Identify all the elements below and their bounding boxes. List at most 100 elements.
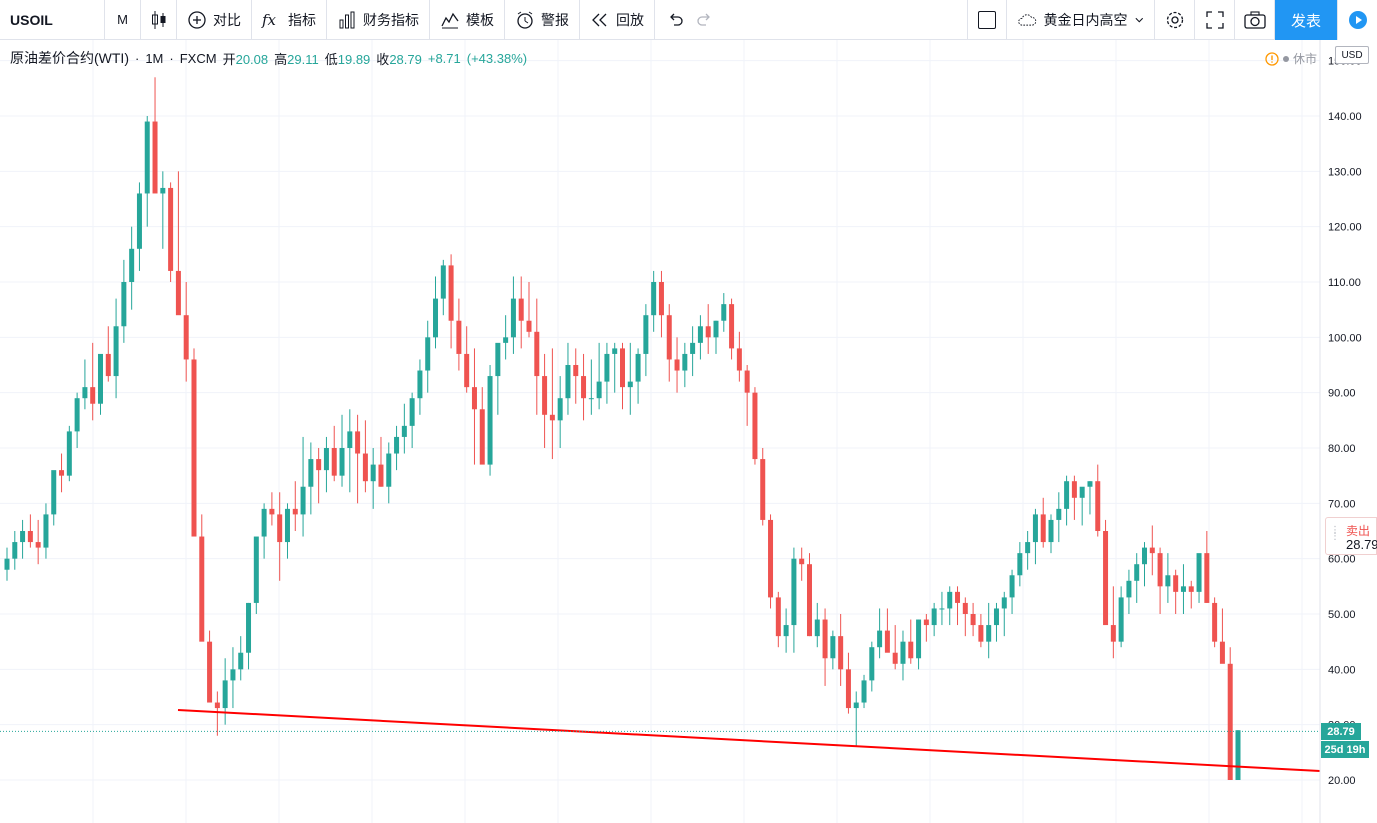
interval-label: M <box>117 12 128 27</box>
candle <box>1032 508 1038 565</box>
interval-button[interactable]: M <box>105 0 141 40</box>
layout-button[interactable]: 黄金日内高空 <box>1007 0 1155 40</box>
candle <box>931 602 937 637</box>
candle-body <box>970 614 976 626</box>
candle-body <box>401 425 407 437</box>
templates-button[interactable]: 模板 <box>430 0 505 40</box>
candle <box>90 342 96 421</box>
compare-button[interactable]: 对比 <box>177 0 252 40</box>
candle <box>510 276 516 354</box>
candle-body <box>853 702 859 709</box>
candle-body <box>183 315 189 360</box>
candle <box>386 442 392 504</box>
currency-button[interactable]: USD <box>1335 46 1369 64</box>
candle <box>682 342 688 388</box>
financials-button[interactable]: 财务指标 <box>327 0 430 40</box>
price-tick-label: 140.00 <box>1328 111 1362 123</box>
price-axis[interactable]: 20.0030.0040.0050.0060.0070.0080.0090.00… <box>1328 56 1362 787</box>
candle-body <box>1056 508 1062 520</box>
price-tick-label: 70.00 <box>1328 498 1356 510</box>
dot-icon <box>1282 55 1289 62</box>
publish-button[interactable]: 发表 <box>1275 0 1337 40</box>
chart-type-button[interactable] <box>141 0 177 40</box>
drag-handle-icon[interactable]: ⋮ ⋮ <box>1330 525 1340 542</box>
select-box-button[interactable] <box>967 0 1007 40</box>
price-tick-label: 20.00 <box>1328 775 1356 787</box>
candle <box>861 674 867 709</box>
trendline[interactable] <box>177 709 1321 772</box>
candle-body <box>1165 575 1171 587</box>
candle <box>697 315 703 360</box>
price-tick-label: 130.00 <box>1328 166 1362 178</box>
candle-body <box>35 542 41 548</box>
fullscreen-button[interactable] <box>1195 0 1235 40</box>
candle-body <box>783 625 789 637</box>
candle <box>1212 597 1218 648</box>
candle-body <box>978 625 984 642</box>
candle <box>1087 481 1093 515</box>
candle-body <box>534 331 540 377</box>
candle-body <box>27 531 33 543</box>
candle-body <box>674 359 680 371</box>
candle <box>620 342 625 410</box>
candle-body <box>308 459 314 487</box>
candle <box>744 365 750 426</box>
candle <box>1040 497 1046 548</box>
candle-body <box>409 398 415 426</box>
price-chart[interactable]: 20.0030.0040.0050.0060.0070.0080.0090.00… <box>0 40 1377 823</box>
candle-body <box>635 353 641 382</box>
candle <box>1142 542 1148 587</box>
candle-body <box>729 304 735 349</box>
undo-icon[interactable] <box>665 10 685 30</box>
price-tick-label: 110.00 <box>1328 277 1361 289</box>
candle <box>105 326 111 382</box>
indicators-button[interactable]: fx 指标 <box>252 0 327 40</box>
candle-body <box>1079 486 1085 498</box>
candle-body <box>129 248 135 282</box>
play-button[interactable] <box>1337 0 1377 40</box>
candle <box>339 414 345 487</box>
symbol-search-button[interactable]: USOIL <box>0 0 105 40</box>
candle-body <box>97 353 103 404</box>
candle-body <box>682 353 688 371</box>
candle-body <box>440 265 446 299</box>
candle-body <box>191 359 197 537</box>
candle-body <box>74 398 80 432</box>
candle-body <box>775 597 781 637</box>
alert-button[interactable]: 警报 <box>505 0 580 40</box>
candle <box>43 503 49 559</box>
candle <box>378 436 384 487</box>
candle <box>168 182 174 282</box>
candle <box>160 171 166 249</box>
candle-body <box>355 431 361 454</box>
candle <box>830 630 836 670</box>
candle <box>573 348 579 404</box>
plus-circle-icon <box>188 10 206 29</box>
candle <box>783 608 789 653</box>
candle-body <box>1235 730 1241 780</box>
candle-body <box>12 542 18 559</box>
candle <box>612 342 618 393</box>
candle-body <box>1126 580 1132 598</box>
candle <box>1025 531 1031 570</box>
candle <box>916 619 922 670</box>
candle <box>627 342 633 415</box>
snapshot-button[interactable] <box>1235 0 1275 40</box>
redo-icon[interactable] <box>695 10 715 30</box>
candle-body <box>736 348 742 371</box>
settings-button[interactable] <box>1155 0 1195 40</box>
candle-body <box>1087 481 1093 487</box>
candle-body <box>59 470 65 476</box>
candle <box>347 409 353 493</box>
candle-body <box>238 652 244 670</box>
candle <box>136 182 142 271</box>
replay-button[interactable]: 回放 <box>580 0 655 40</box>
candles-icon <box>151 10 165 29</box>
candle <box>908 619 914 664</box>
candle <box>690 326 696 377</box>
candle <box>230 647 236 709</box>
fullscreen-icon <box>1205 10 1224 29</box>
candle-body <box>620 348 625 388</box>
candle-body <box>877 630 883 648</box>
sell-button[interactable]: ⋮ ⋮ 卖出 28.79 <box>1325 517 1377 555</box>
